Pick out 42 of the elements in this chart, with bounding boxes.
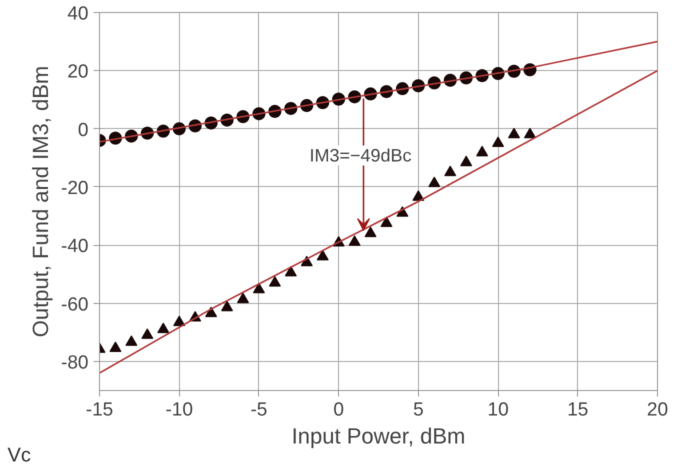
point	[236, 292, 249, 304]
point	[157, 322, 170, 334]
point	[508, 128, 520, 138]
y-tick-label: -40	[61, 236, 89, 258]
point	[221, 300, 234, 312]
x-tick-label: -10	[165, 400, 193, 420]
point	[492, 136, 504, 148]
y-tick-label: 0	[78, 120, 89, 141]
y-tick-label: 40	[67, 4, 89, 24]
point	[524, 128, 536, 138]
point	[460, 156, 472, 166]
x-tick-label: 0	[333, 400, 344, 420]
x-tick-label: 20	[646, 400, 668, 420]
line-series	[100, 70, 658, 374]
point	[173, 316, 186, 326]
point	[125, 335, 138, 346]
x-tick-label: -15	[86, 400, 114, 420]
point	[412, 190, 424, 201]
point	[284, 266, 297, 276]
point	[109, 341, 122, 352]
point	[380, 216, 392, 227]
y-axis-title: Output, Fund and IM3, dBm	[28, 66, 54, 338]
point	[252, 282, 265, 294]
x-axis-title: Input Power, dBm	[292, 424, 466, 448]
point	[428, 176, 440, 188]
y-tick-label: -60	[61, 294, 89, 316]
point	[316, 250, 329, 260]
y-tick-label: -80	[61, 352, 89, 374]
point	[444, 166, 456, 176]
x-tick-label: 15	[567, 400, 588, 420]
point	[141, 328, 154, 339]
y-tick-label: -20	[61, 178, 89, 199]
x-tick-label: 5	[413, 400, 424, 420]
point	[364, 226, 377, 238]
annotation: IM3=−49dBc	[309, 146, 412, 166]
x-tick-label: -5	[250, 400, 268, 420]
y-tick-label: 20	[67, 62, 89, 83]
point	[348, 235, 361, 246]
point	[476, 146, 488, 156]
text: Vc	[8, 444, 31, 466]
point	[268, 276, 281, 287]
x-tick-label: 10	[488, 400, 509, 420]
